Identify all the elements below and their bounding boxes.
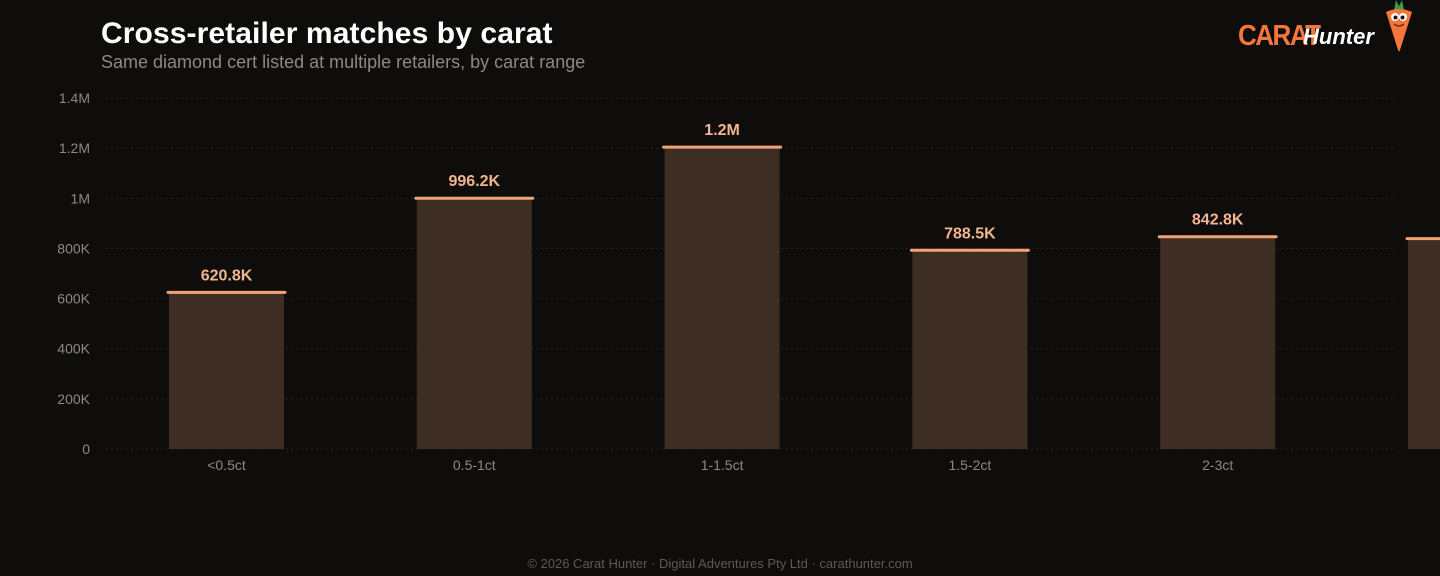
footer-copyright: © 2026 Carat Hunter · Digital Adventures… [527,556,913,571]
y-tick-label: 800K [57,240,90,256]
x-tick-label: 2-3ct [1202,457,1233,473]
y-tick-label: 1.4M [59,90,90,106]
bar [912,251,1028,449]
x-tick-label: 1.5-2ct [948,457,991,473]
bar-value-label: 842.8K [1192,212,1244,229]
carrot-mascot-icon [1386,0,1412,52]
y-tick-label: 0 [82,441,90,457]
bar [1408,239,1440,449]
bar-value-label: 788.5K [944,225,996,242]
y-tick-label: 200K [57,391,90,407]
x-tick-label: 0.5-1ct [453,457,496,473]
y-tick-label: 1M [71,190,90,206]
x-tick-label: <0.5ct [207,457,246,473]
brand-logo[interactable]: CARAT Hunter [1238,0,1428,58]
chart-title: Cross-retailer matches by carat [101,17,553,50]
y-tick-label: 1.2M [59,140,90,156]
bar [664,148,780,449]
bar-value-label: 1.2M [704,122,740,139]
bar [1160,237,1276,449]
brand-word-hunter: Hunter [1303,24,1374,49]
x-tick-label: 1-1.5ct [701,457,744,473]
bar [416,199,532,449]
chart-subtitle: Same diamond cert listed at multiple ret… [101,52,586,72]
bar-value-label: 996.2K [449,173,501,190]
y-tick-label: 400K [57,341,90,357]
bar [169,293,284,449]
y-tick-label: 600K [57,291,90,307]
bar-value-label: 620.8K [201,267,253,284]
brand-word-carat: CARAT [1238,18,1321,52]
